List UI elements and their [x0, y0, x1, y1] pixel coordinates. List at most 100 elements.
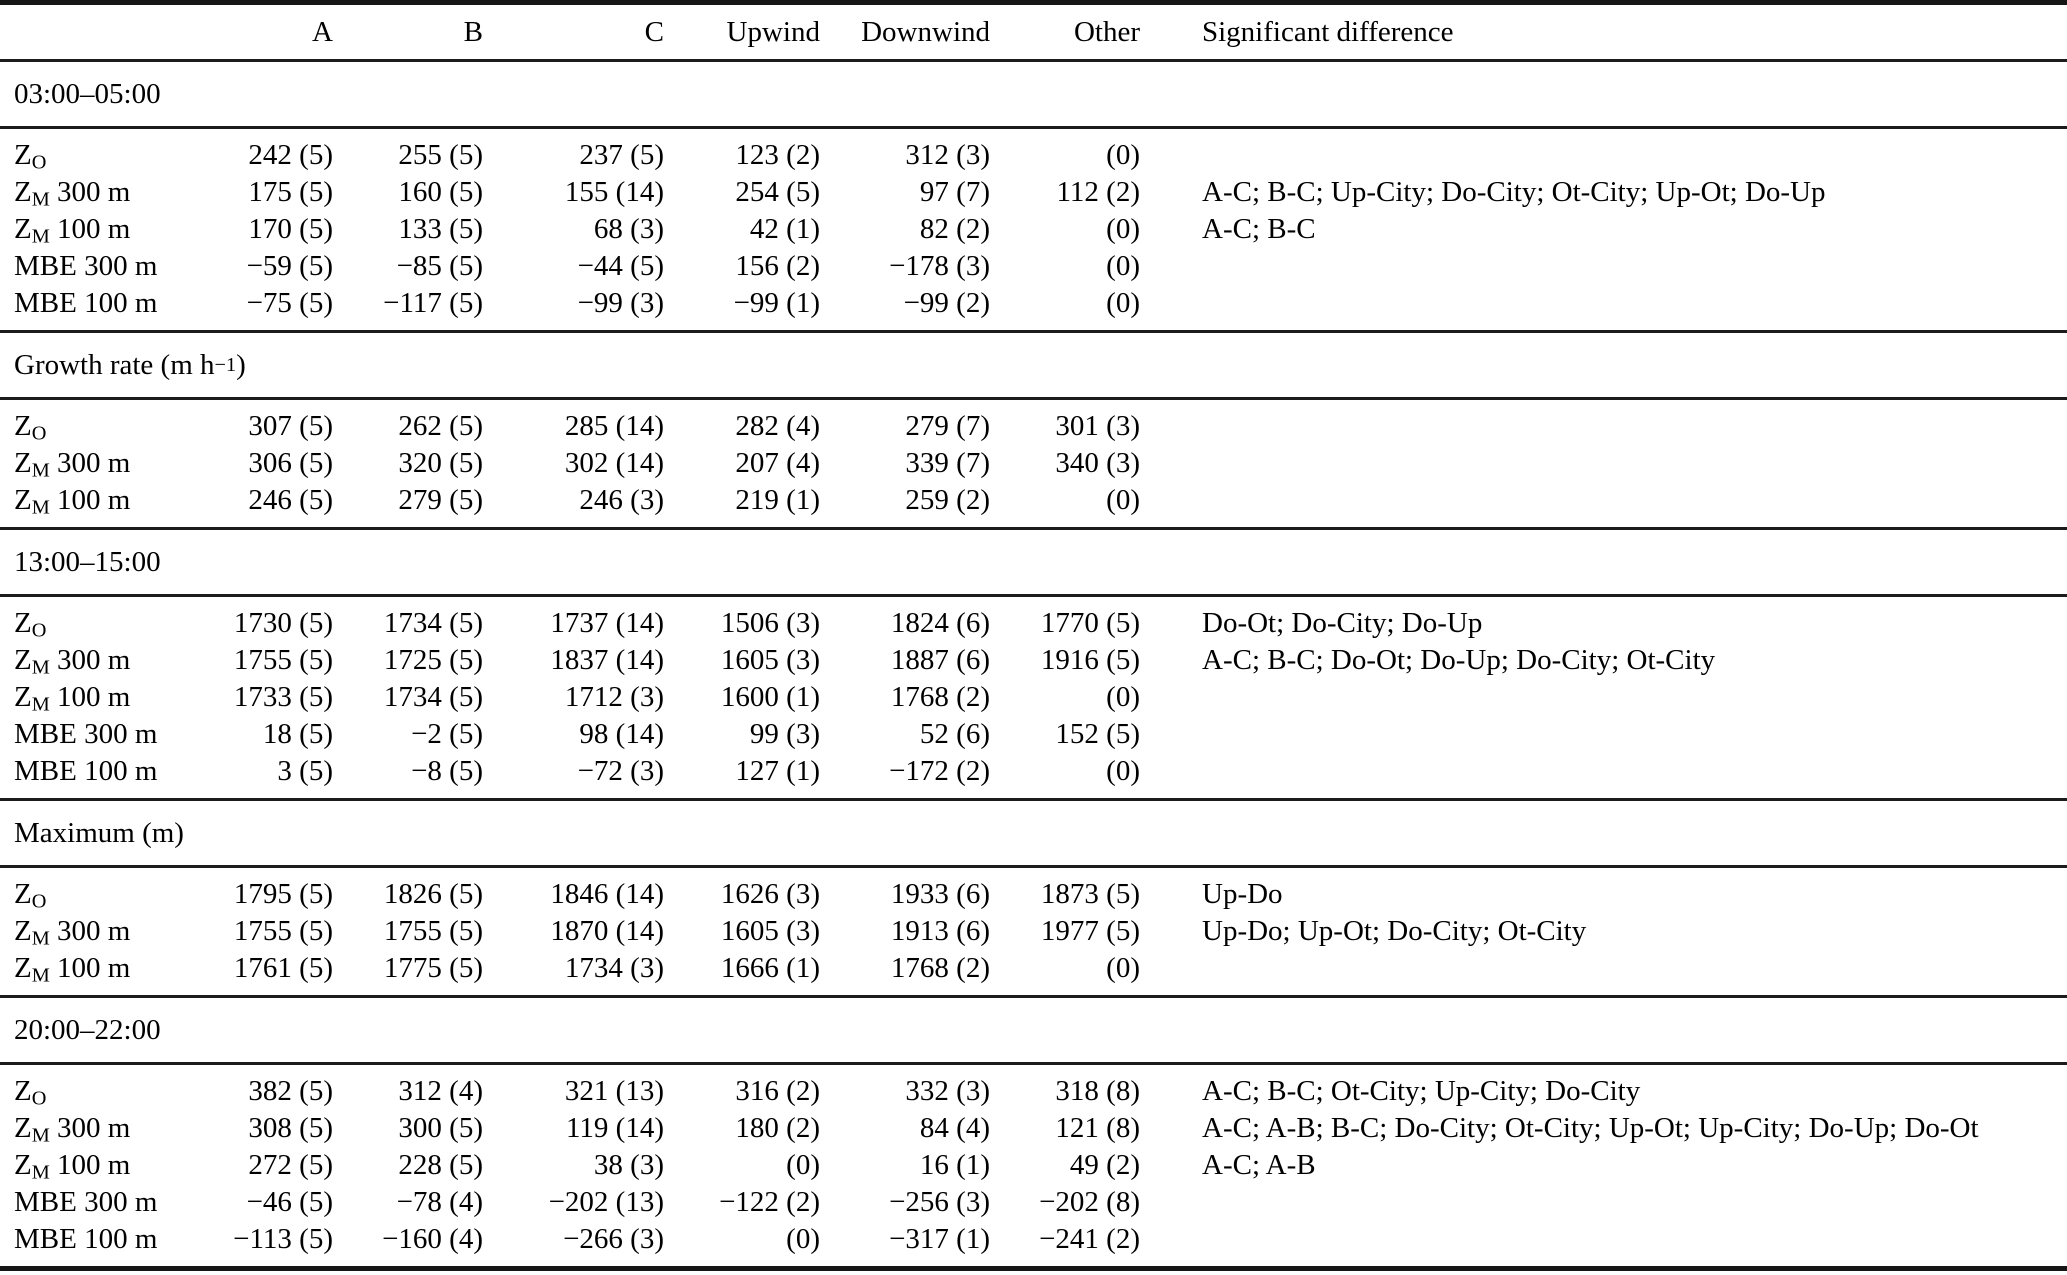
row-label-subscript: M [31, 656, 50, 679]
cell-a: 307 (5) [248, 410, 333, 442]
cell-c: 1712 (3) [564, 681, 664, 713]
cell-downwind: 332 (3) [905, 1075, 990, 1107]
section-rows: ZO 1795 (5) 1826 (5) 1846 (14) 1626 (3) 1933 … [0, 868, 2067, 995]
cell-b: −78 (4) [396, 1186, 483, 1218]
row-label: MBE 100 m [0, 285, 210, 322]
table-top-rule [0, 0, 2067, 5]
row-label-subscript: O [31, 1087, 47, 1110]
section-header: Maximum (m) [0, 801, 2067, 865]
table-header-row: A B C Upwind Downwind Other Significant … [0, 5, 2067, 59]
cell-upwind: 1600 (1) [720, 681, 820, 713]
cell-c: −99 (3) [577, 287, 664, 319]
row-label: ZM 300 m [0, 1110, 210, 1147]
row-label: ZM 100 m [0, 211, 210, 248]
cell-c: 321 (13) [564, 1075, 664, 1107]
cell-upwind: 1506 (3) [720, 607, 820, 639]
table-row: ZM 300 m 306 (5) 320 (5) 302 (14) 207 (4) 339… [0, 445, 2067, 482]
row-label-base: Z [14, 447, 32, 479]
cell-b: −117 (5) [383, 287, 483, 319]
cell-b: 262 (5) [398, 410, 483, 442]
column-header-downwind: Downwind [861, 16, 990, 48]
cell-other: (0) [1106, 213, 1140, 245]
cell-c: 1846 (14) [550, 878, 664, 910]
row-label: ZO [0, 876, 210, 913]
row-label-subscript: M [31, 693, 50, 716]
cell-significant-difference: Up-Do; Up-Ot; Do-City; Ot-City [1202, 915, 1587, 947]
cell-a: 1755 (5) [233, 644, 333, 676]
cell-b: 255 (5) [398, 139, 483, 171]
row-label: ZM 300 m [0, 174, 210, 211]
section-rows: ZO 1730 (5) 1734 (5) 1737 (14) 1506 (3) 1824 … [0, 597, 2067, 798]
cell-downwind: 279 (7) [905, 410, 990, 442]
row-label-rest: 300 m [49, 915, 131, 947]
table-body: 03:00–05:00 ZO 242 (5) 255 (5) 237 (5) 123 (2… [0, 62, 2067, 1266]
table-row: ZM 100 m 246 (5) 279 (5) 246 (3) 219 (1) 259 … [0, 482, 2067, 519]
cell-b: 320 (5) [398, 447, 483, 479]
cell-c: 38 (3) [593, 1149, 664, 1181]
cell-b: 133 (5) [398, 213, 483, 245]
section-rule [0, 527, 2067, 530]
cell-b: 1725 (5) [383, 644, 483, 676]
section-rule [0, 330, 2067, 333]
cell-b: 1755 (5) [383, 915, 483, 947]
cell-significant-difference: A-C; B-C [1202, 213, 1316, 245]
section-rule [0, 397, 2067, 400]
cell-downwind: 97 (7) [919, 176, 990, 208]
row-label-base: Z [14, 213, 32, 245]
cell-upwind: 123 (2) [735, 139, 820, 171]
cell-downwind: 1768 (2) [890, 952, 990, 984]
row-label-base: MBE [14, 1186, 77, 1218]
cell-downwind: 259 (2) [905, 484, 990, 516]
row-label-subscript: O [31, 422, 47, 445]
cell-a: −59 (5) [246, 250, 333, 282]
column-header-a: A [312, 16, 333, 48]
cell-a: 1795 (5) [233, 878, 333, 910]
table-row: ZM 300 m 1755 (5) 1725 (5) 1837 (14) 1605 (3… [0, 642, 2067, 679]
row-label-subscript: O [31, 151, 47, 174]
cell-c: 155 (14) [564, 176, 664, 208]
cell-other: 1916 (5) [1040, 644, 1140, 676]
cell-other: (0) [1106, 681, 1140, 713]
cell-a: 272 (5) [248, 1149, 333, 1181]
cell-downwind: 16 (1) [919, 1149, 990, 1181]
cell-c: 1870 (14) [550, 915, 664, 947]
row-label: MBE 300 m [0, 1184, 210, 1221]
table-row: MBE 300 m −59 (5) −85 (5) −44 (5) 156 (2) −17… [0, 248, 2067, 285]
section-header-text: 13:00–15:00 [14, 545, 161, 578]
cell-b: 1775 (5) [383, 952, 483, 984]
row-label: ZM 300 m [0, 913, 210, 950]
row-label-subscript: O [31, 619, 47, 642]
row-label-subscript: M [31, 1124, 50, 1147]
row-label-base: Z [14, 484, 32, 516]
cell-upwind: 1605 (3) [720, 644, 820, 676]
cell-b: 300 (5) [398, 1112, 483, 1144]
cell-downwind: 1768 (2) [890, 681, 990, 713]
row-label-subscript: M [31, 1161, 50, 1184]
row-label: MBE 100 m [0, 1221, 210, 1258]
row-label: ZO [0, 1073, 210, 1110]
cell-other: (0) [1106, 250, 1140, 282]
row-label-rest: 300 m [76, 1186, 158, 1218]
row-label-base: MBE [14, 755, 77, 787]
cell-other: 152 (5) [1055, 718, 1140, 750]
cell-significant-difference: Do-Ot; Do-City; Do-Up [1202, 607, 1483, 639]
cell-other: 49 (2) [1069, 1149, 1140, 1181]
cell-other: (0) [1106, 287, 1140, 319]
row-label: ZO [0, 137, 210, 174]
section-header-text: Maximum (m) [14, 816, 184, 849]
cell-upwind: 1605 (3) [720, 915, 820, 947]
row-label-base: MBE [14, 1223, 77, 1255]
cell-a: −75 (5) [246, 287, 333, 319]
table-row: ZM 300 m 1755 (5) 1755 (5) 1870 (14) 1605 (3… [0, 913, 2067, 950]
row-label: ZM 100 m [0, 1147, 210, 1184]
cell-upwind: 127 (1) [735, 755, 820, 787]
row-label-base: Z [14, 139, 32, 171]
cell-upwind: 42 (1) [749, 213, 820, 245]
cell-upwind: 156 (2) [735, 250, 820, 282]
column-header-c: C [644, 16, 664, 48]
row-label-subscript: M [31, 225, 50, 248]
row-label: ZM 300 m [0, 445, 210, 482]
cell-a: −46 (5) [246, 1186, 333, 1218]
cell-downwind: −256 (3) [889, 1186, 990, 1218]
